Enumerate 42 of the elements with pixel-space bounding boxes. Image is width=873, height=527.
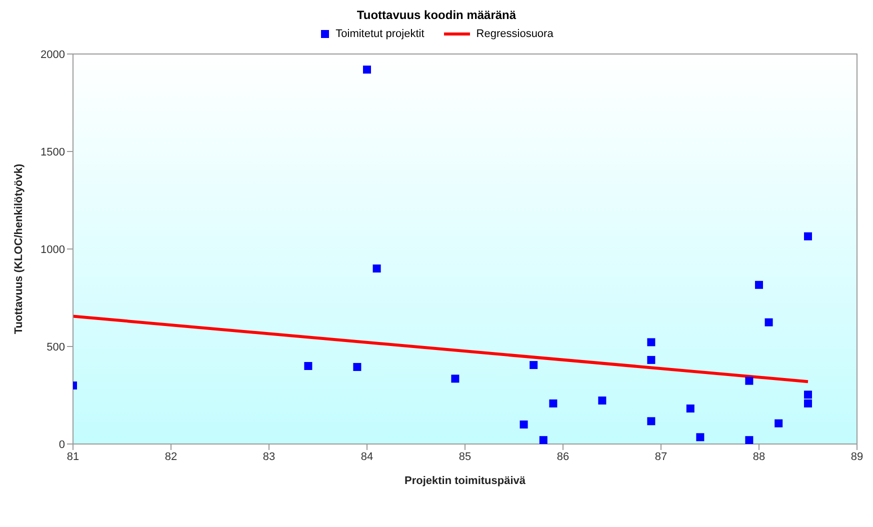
point [363,66,371,74]
x-tick-label: 89 [850,450,864,463]
x-tick-label: 87 [654,450,668,463]
y-axis-title: Tuottavuus (KLOC/henkilötyövk) [12,164,25,334]
point [804,399,812,408]
legend-label: Toimitetut projektit [336,28,424,40]
point [745,436,754,444]
y-tick-label: 1000 [40,244,65,256]
point [764,318,773,326]
point [598,396,606,405]
point [755,280,763,289]
point [549,399,558,408]
x-tick-label: 85 [458,450,472,463]
point [304,362,312,370]
point [696,433,704,442]
y-tick-label: 2000 [40,48,65,61]
point [804,232,812,240]
y-tick-label: 0 [58,438,65,451]
x-tick-label: 81 [66,450,80,463]
x-tick-label: 88 [752,450,766,463]
point [530,361,538,370]
point [372,264,381,272]
point [804,390,812,399]
point [647,356,656,364]
x-axis-title: Projektin toimituspäivä [404,475,526,487]
legend-label: Regressiosuora [476,28,554,40]
y-tick-label: 1500 [40,146,65,158]
point [647,417,656,426]
x-tick-label: 84 [360,450,374,463]
x-tick-label: 86 [556,450,570,463]
y-tick-label: 500 [46,341,65,354]
point [539,436,548,444]
point [451,374,460,383]
point [647,338,656,346]
point [520,420,528,428]
x-tick-label: 82 [164,450,178,463]
point [774,419,783,428]
point [745,376,754,385]
point [686,404,694,413]
point [353,362,362,371]
chart-title: Tuottavuus koodin määränä [356,8,518,22]
x-tick-label: 83 [262,450,276,463]
